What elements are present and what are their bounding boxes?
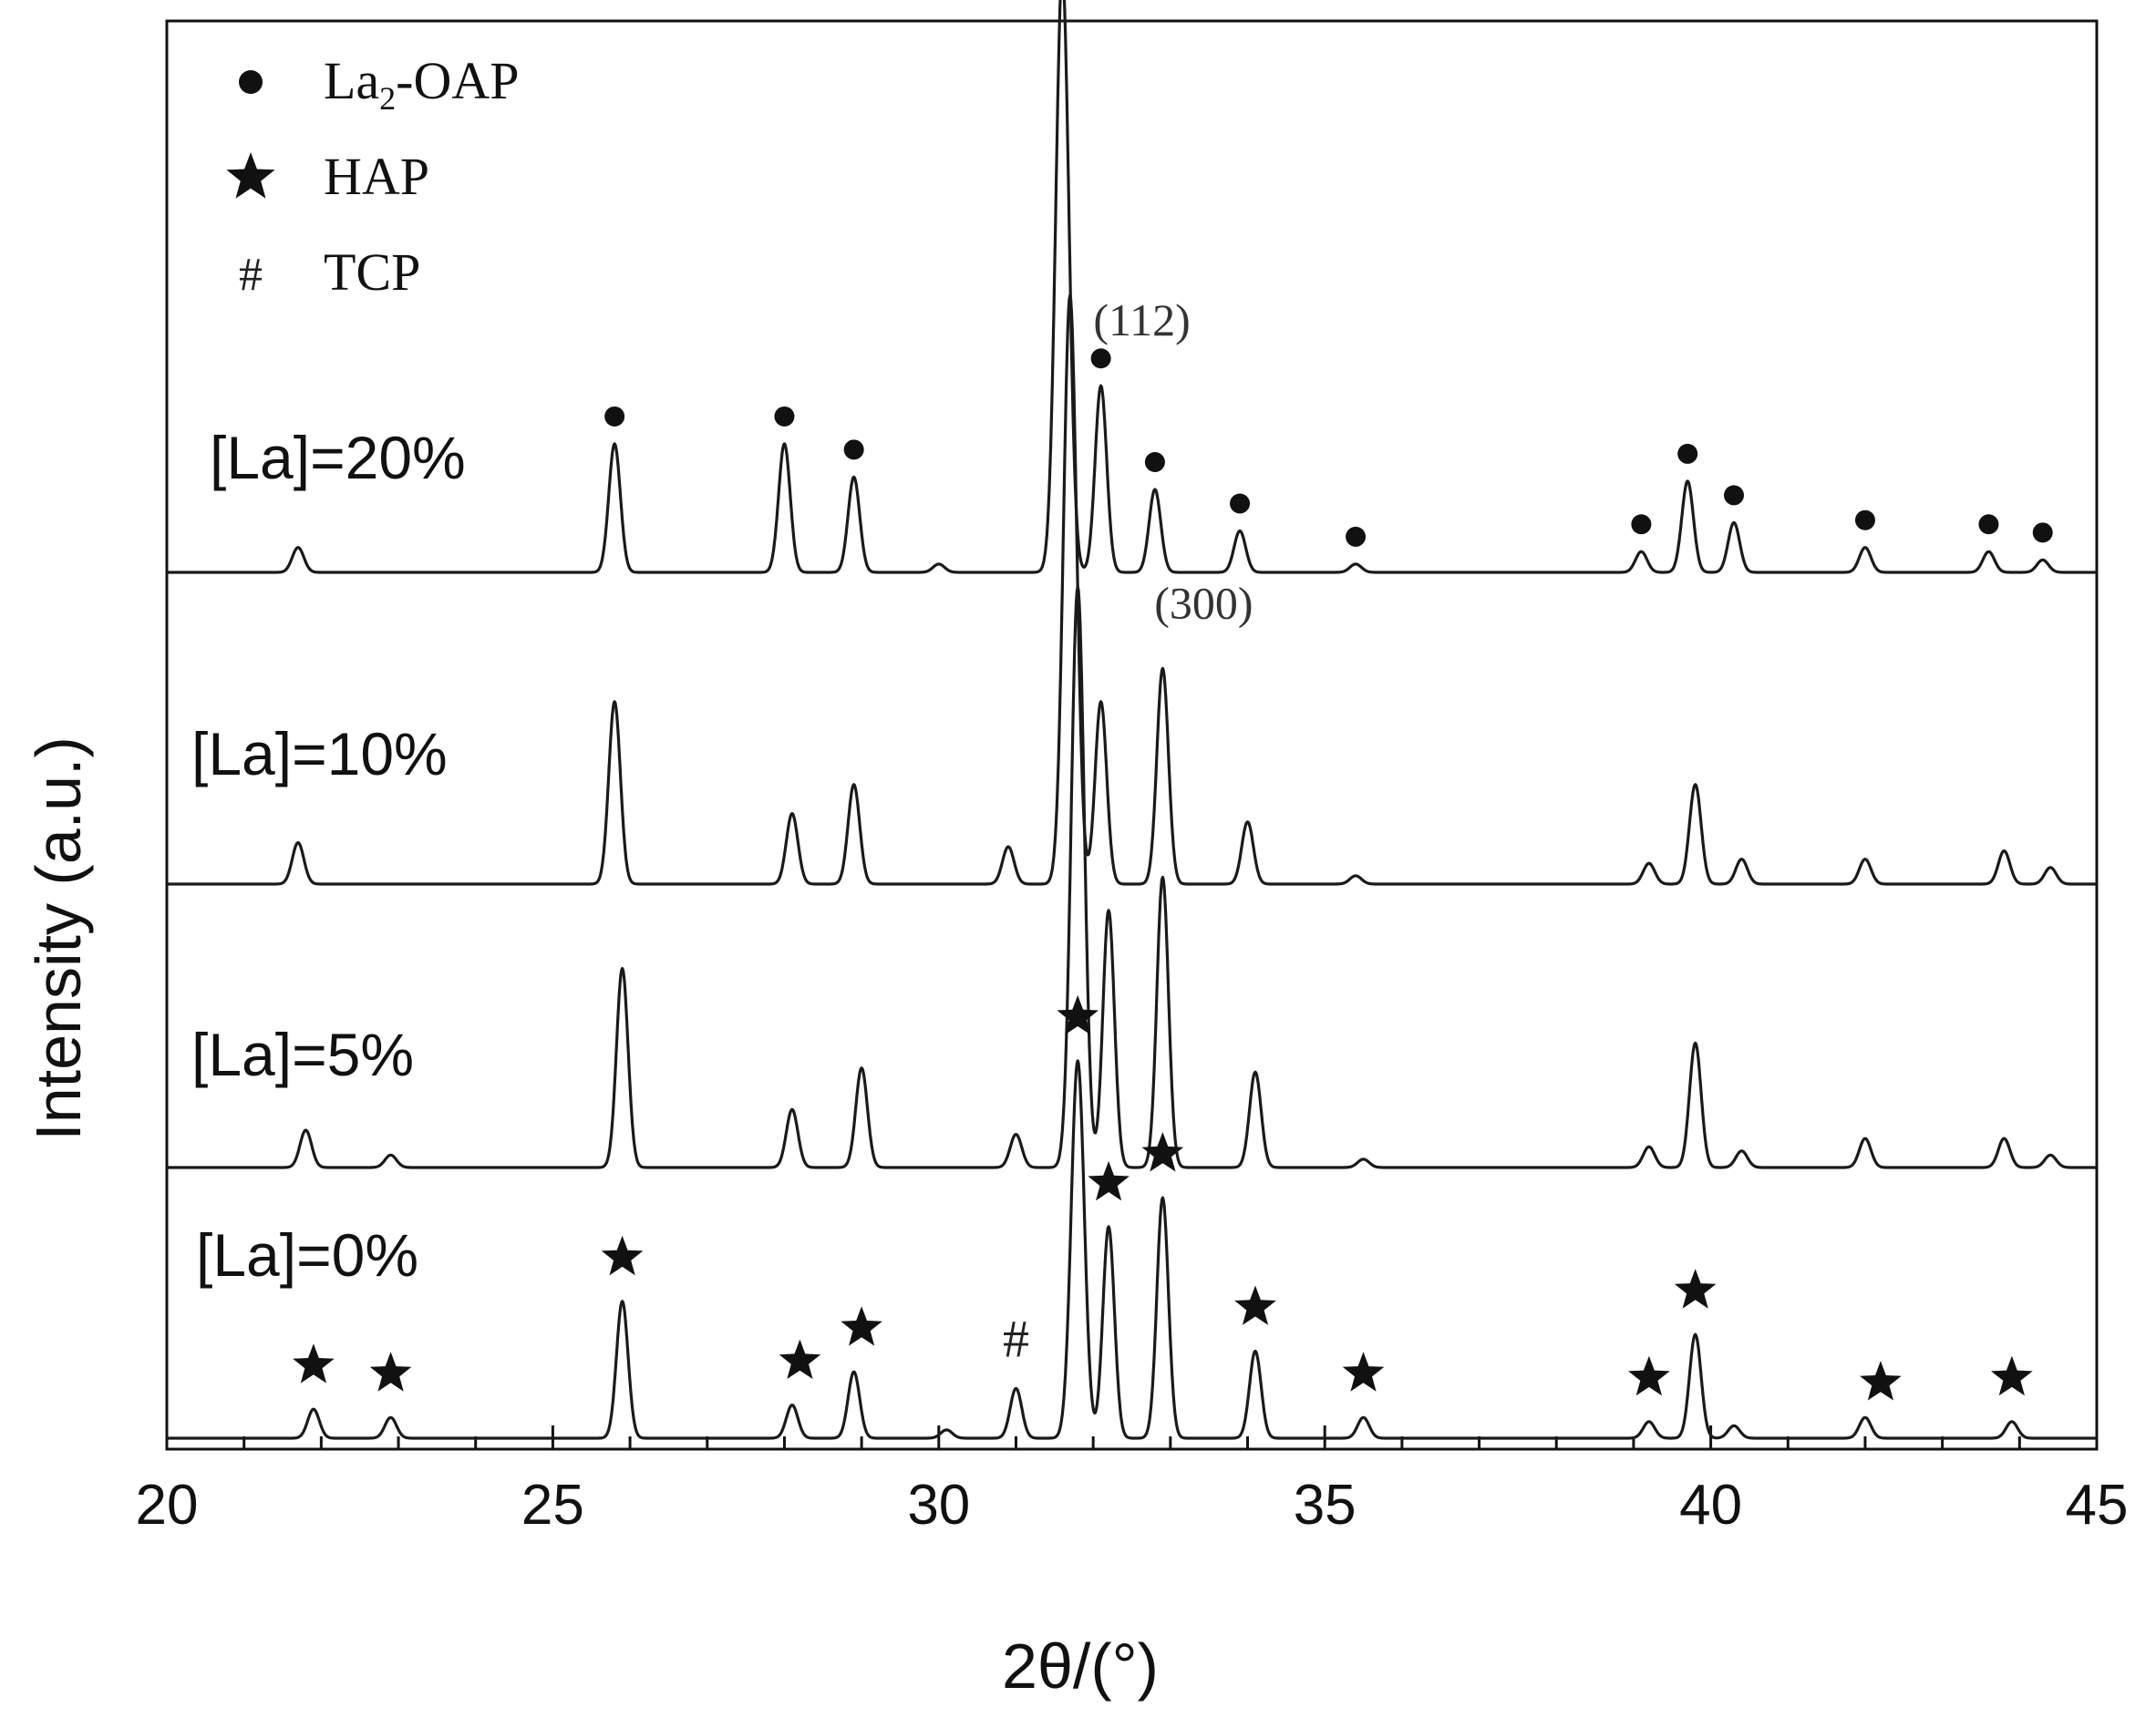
legend-star-icon	[226, 152, 275, 199]
star-marker	[841, 1306, 882, 1346]
star-marker	[779, 1339, 821, 1379]
star-marker	[1057, 994, 1099, 1035]
x-tick-label: 30	[907, 1474, 970, 1537]
star-marker	[1860, 1361, 1902, 1401]
series-line	[166, 1059, 2098, 1440]
hkl-annotation: (300)	[1154, 577, 1253, 628]
circle-marker	[604, 406, 625, 427]
legend-label-main: TCP	[324, 242, 420, 302]
x-tick-label: 35	[1294, 1474, 1357, 1537]
x-tick-label: 40	[1679, 1474, 1742, 1537]
circle-marker	[2032, 522, 2053, 543]
legend-label-subscript: 2	[379, 80, 396, 117]
circle-marker	[1978, 514, 1999, 535]
circle-marker	[1090, 348, 1111, 369]
plot-frame	[165, 19, 2099, 1451]
series-label: [La]=0%	[196, 1221, 418, 1289]
circle-marker	[843, 439, 864, 460]
circle-marker	[1230, 493, 1251, 514]
legend-label: TCP	[324, 242, 420, 302]
legend-hash-icon: #	[239, 249, 263, 301]
star-marker	[1628, 1355, 1670, 1396]
legend: La2-OAP HAP # TCP	[226, 51, 520, 302]
star-marker	[1234, 1285, 1276, 1325]
star-marker	[1674, 1269, 1717, 1309]
star-marker	[1991, 1355, 2033, 1396]
star-marker	[1141, 1132, 1184, 1172]
legend-label-main: HAP	[324, 147, 429, 206]
legend-circle-icon	[239, 70, 263, 94]
circle-marker	[1724, 485, 1745, 506]
star-marker	[601, 1235, 644, 1276]
star-marker	[1342, 1352, 1385, 1392]
hash-marker: #	[1003, 1309, 1029, 1368]
series-line	[166, 293, 2098, 886]
legend-label: HAP	[324, 147, 429, 206]
series-label: [La]=10%	[191, 720, 448, 787]
x-tick-label: 25	[521, 1474, 584, 1537]
peak-markers: #	[293, 348, 2053, 1401]
x-tick-label: 20	[136, 1474, 199, 1537]
circle-marker	[1631, 514, 1652, 535]
legend-label-suffix: -OAP	[396, 51, 519, 110]
circle-marker	[1346, 526, 1367, 547]
legend-label-main: La	[324, 51, 379, 110]
traces	[166, 0, 2098, 1440]
star-marker	[369, 1352, 412, 1392]
circle-marker	[1144, 452, 1165, 472]
series-line	[166, 0, 2098, 574]
star-marker	[293, 1343, 335, 1384]
circle-marker	[1854, 509, 1875, 530]
x-axis-label: 2θ/(°)	[1002, 1631, 1159, 1702]
y-axis-label: Intensity (a.u.)	[23, 736, 94, 1141]
series-label: [La]=20%	[210, 424, 466, 491]
series-label: [La]=5%	[191, 1021, 414, 1088]
legend-label: La2-OAP	[324, 51, 520, 117]
star-marker	[1088, 1160, 1130, 1201]
labels: [La]=20%[La]=10%[La]=5%[La]=0%(211)(112)…	[191, 294, 1253, 1289]
axes: 20 25 30 35 40 45	[136, 19, 2129, 1537]
series-line	[166, 585, 2098, 1169]
hkl-annotation: (112)	[1093, 294, 1190, 345]
circle-marker	[1677, 443, 1698, 464]
circle-marker	[774, 406, 795, 427]
x-tick-label: 45	[2066, 1474, 2129, 1537]
